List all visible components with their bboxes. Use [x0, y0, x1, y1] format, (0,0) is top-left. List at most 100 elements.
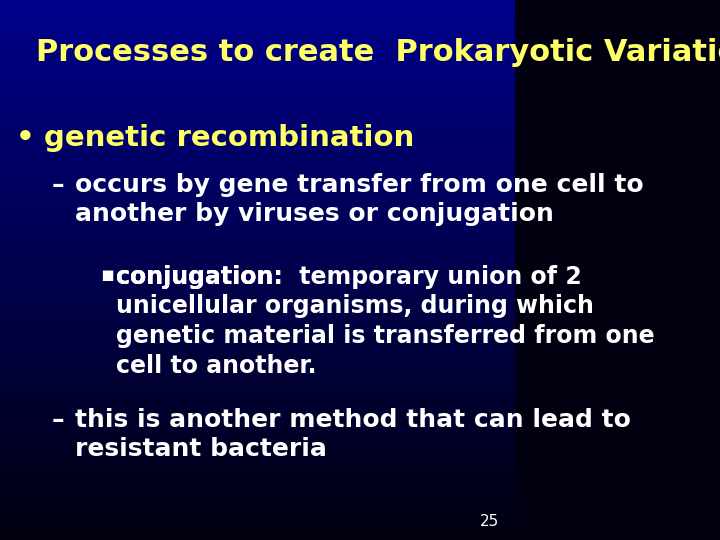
- Bar: [0, 216, 515, 221]
- Bar: [0, 394, 515, 400]
- Bar: [0, 103, 515, 108]
- Bar: [0, 470, 515, 475]
- Bar: [0, 275, 515, 281]
- Bar: [0, 427, 515, 432]
- Bar: [0, 211, 515, 216]
- Bar: [0, 502, 515, 508]
- Bar: [0, 184, 515, 189]
- Bar: [0, 405, 515, 410]
- Bar: [0, 86, 515, 92]
- Text: genetic recombination: genetic recombination: [44, 124, 414, 152]
- Bar: [0, 265, 515, 270]
- Bar: [0, 378, 515, 383]
- Bar: [0, 373, 515, 378]
- Bar: [0, 200, 515, 205]
- Bar: [0, 313, 515, 319]
- Bar: [0, 232, 515, 238]
- Bar: [0, 292, 515, 297]
- Bar: [0, 346, 515, 351]
- Text: conjugation:: conjugation:: [116, 265, 283, 288]
- Bar: [0, 281, 515, 286]
- Bar: [0, 297, 515, 302]
- Bar: [0, 167, 515, 173]
- Bar: [0, 491, 515, 497]
- Text: occurs by gene transfer from one cell to
another by viruses or conjugation: occurs by gene transfer from one cell to…: [75, 173, 643, 226]
- Bar: [0, 0, 515, 5]
- Bar: [0, 454, 515, 459]
- Text: –: –: [52, 173, 64, 197]
- Bar: [0, 421, 515, 427]
- Bar: [0, 173, 515, 178]
- Bar: [0, 32, 515, 38]
- Text: 25: 25: [480, 514, 500, 529]
- Bar: [0, 513, 515, 518]
- Bar: [0, 410, 515, 416]
- Bar: [0, 97, 515, 103]
- Bar: [0, 22, 515, 27]
- Bar: [0, 481, 515, 486]
- Bar: [0, 54, 515, 59]
- Bar: [0, 151, 515, 157]
- Text: •: •: [15, 124, 34, 152]
- Bar: [0, 162, 515, 167]
- Bar: [0, 448, 515, 454]
- Bar: [0, 189, 515, 194]
- Bar: [0, 486, 515, 491]
- Bar: [0, 302, 515, 308]
- Bar: [0, 351, 515, 356]
- Bar: [0, 124, 515, 130]
- Bar: [0, 81, 515, 86]
- Bar: [0, 437, 515, 443]
- Bar: [0, 340, 515, 346]
- Bar: [0, 16, 515, 22]
- Text: this is another method that can lead to
resistant bacteria: this is another method that can lead to …: [75, 408, 631, 461]
- Bar: [0, 529, 515, 535]
- Bar: [0, 205, 515, 211]
- Bar: [0, 38, 515, 43]
- Bar: [0, 227, 515, 232]
- Bar: [0, 221, 515, 227]
- Bar: [0, 464, 515, 470]
- Bar: [0, 308, 515, 313]
- Bar: [0, 432, 515, 437]
- Bar: [0, 518, 515, 524]
- Bar: [0, 508, 515, 513]
- Bar: [0, 459, 515, 464]
- Bar: [0, 389, 515, 394]
- Bar: [0, 119, 515, 124]
- Bar: [0, 400, 515, 405]
- Bar: [0, 178, 515, 184]
- Bar: [0, 497, 515, 502]
- Text: Processes to create  Prokaryotic Variation: Processes to create Prokaryotic Variatio…: [36, 38, 720, 67]
- Bar: [0, 254, 515, 259]
- Bar: [0, 27, 515, 32]
- Bar: [0, 475, 515, 481]
- Bar: [0, 362, 515, 367]
- Bar: [0, 5, 515, 11]
- Bar: [0, 43, 515, 49]
- Bar: [0, 324, 515, 329]
- Bar: [0, 130, 515, 135]
- Bar: [0, 243, 515, 248]
- Bar: [0, 194, 515, 200]
- Bar: [0, 286, 515, 292]
- Bar: [0, 70, 515, 76]
- Bar: [0, 76, 515, 81]
- Bar: [0, 329, 515, 335]
- Bar: [0, 270, 515, 275]
- Bar: [0, 113, 515, 119]
- Text: conjugation:: conjugation:: [116, 265, 283, 288]
- Bar: [0, 535, 515, 540]
- Bar: [0, 335, 515, 340]
- Bar: [0, 108, 515, 113]
- Bar: [0, 65, 515, 70]
- Bar: [0, 59, 515, 65]
- Bar: [0, 11, 515, 16]
- Bar: [0, 140, 515, 146]
- Bar: [0, 238, 515, 243]
- Bar: [0, 443, 515, 448]
- Bar: [0, 248, 515, 254]
- Bar: [0, 367, 515, 373]
- Bar: [0, 49, 515, 54]
- Bar: [0, 146, 515, 151]
